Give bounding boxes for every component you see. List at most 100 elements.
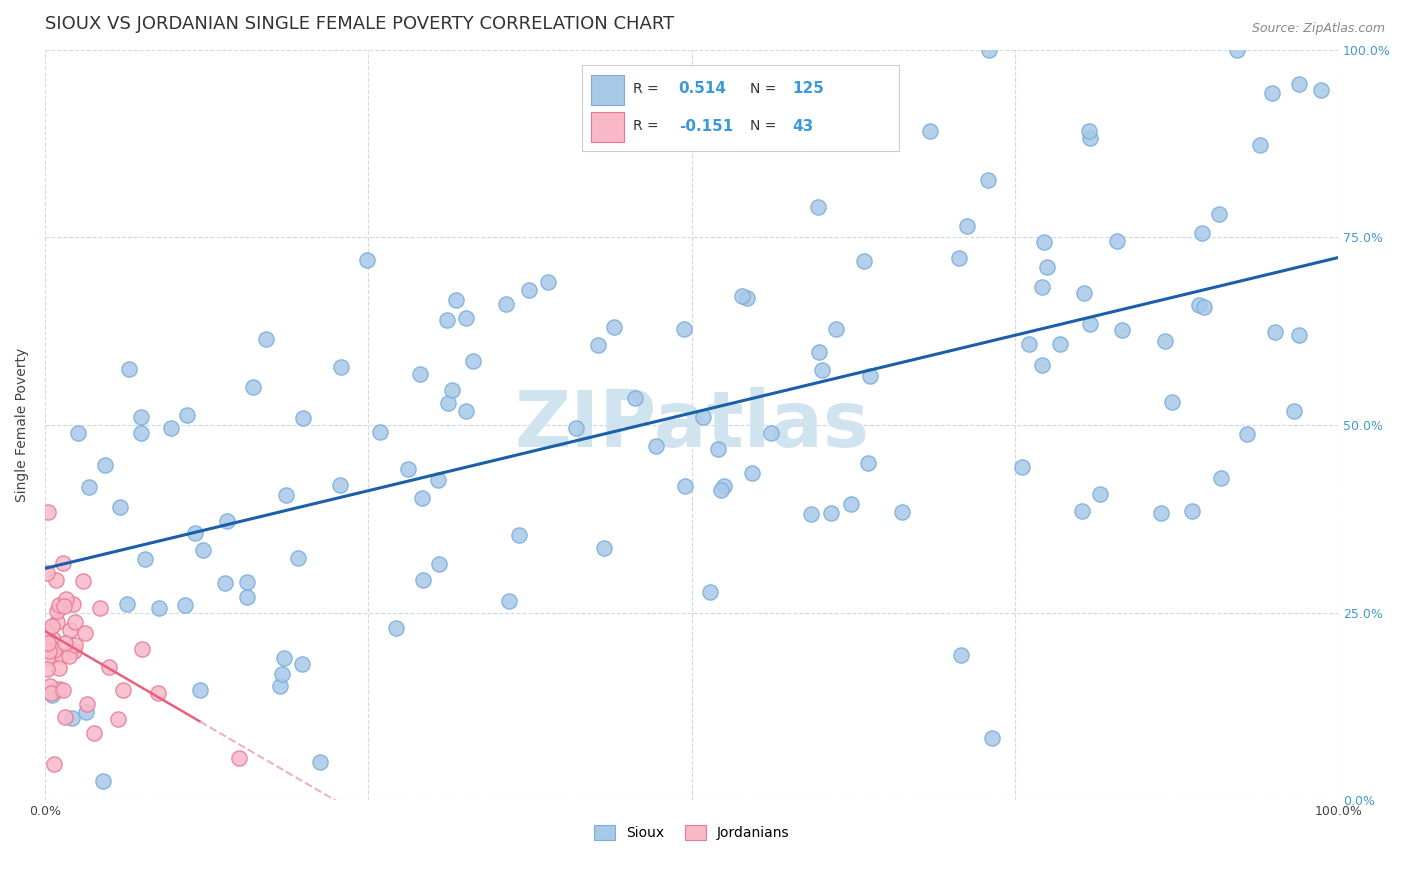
Point <box>1080 318 1102 332</box>
Point <box>385 621 408 635</box>
Point <box>94 458 117 473</box>
Point <box>75 705 97 719</box>
Point <box>184 525 207 540</box>
Point <box>63 644 86 658</box>
Point <box>948 251 970 265</box>
Point <box>129 425 152 440</box>
Point <box>1111 323 1133 337</box>
Point <box>51 683 73 698</box>
Y-axis label: Single Female Poverty: Single Female Poverty <box>15 348 30 502</box>
Point <box>759 425 782 440</box>
Point <box>1209 471 1232 485</box>
Point <box>1031 358 1053 372</box>
Point <box>1105 234 1128 248</box>
Point <box>858 368 880 383</box>
Point <box>1154 334 1177 348</box>
Point <box>956 219 979 233</box>
Point <box>603 319 626 334</box>
Text: 0.514: 0.514 <box>679 81 727 96</box>
Point <box>235 591 257 605</box>
Point <box>710 483 733 497</box>
Point <box>437 396 460 410</box>
Point <box>1236 426 1258 441</box>
Point <box>1261 86 1284 100</box>
Point <box>115 597 138 611</box>
Point <box>454 310 477 325</box>
Point <box>644 439 666 453</box>
Point <box>427 473 450 487</box>
Point <box>519 284 541 298</box>
Point <box>1078 124 1101 138</box>
Point <box>977 172 1000 186</box>
Point <box>38 679 60 693</box>
Point <box>60 711 83 725</box>
Point <box>699 585 721 599</box>
Point <box>46 615 69 629</box>
Text: N =: N = <box>749 82 776 95</box>
Point <box>1310 83 1333 97</box>
Point <box>454 404 477 418</box>
Bar <box>591 112 624 142</box>
Point <box>48 598 70 612</box>
Point <box>39 686 62 700</box>
Point <box>73 626 96 640</box>
Point <box>191 543 214 558</box>
FancyBboxPatch shape <box>582 65 898 151</box>
Point <box>537 276 560 290</box>
Text: 125: 125 <box>793 81 824 96</box>
Point <box>412 573 434 587</box>
Text: R =: R = <box>634 120 659 134</box>
Point <box>853 254 876 268</box>
Point <box>1031 279 1053 293</box>
Text: SIOUX VS JORDANIAN SINGLE FEMALE POVERTY CORRELATION CHART: SIOUX VS JORDANIAN SINGLE FEMALE POVERTY… <box>45 15 675 33</box>
Point <box>53 599 76 614</box>
Point <box>146 686 169 700</box>
Point <box>214 576 236 591</box>
Point <box>672 322 695 336</box>
Point <box>692 409 714 424</box>
Point <box>820 506 842 520</box>
Point <box>111 682 134 697</box>
Point <box>918 124 941 138</box>
Point <box>41 632 63 646</box>
Point <box>329 478 352 492</box>
Legend: Sioux, Jordanians: Sioux, Jordanians <box>588 820 794 846</box>
Point <box>93 774 115 789</box>
Point <box>44 642 66 657</box>
Point <box>1191 226 1213 240</box>
Point <box>1288 328 1310 343</box>
Point <box>856 456 879 470</box>
Point <box>1073 286 1095 301</box>
Point <box>1208 207 1230 221</box>
Point <box>63 638 86 652</box>
Point <box>42 756 65 771</box>
Point <box>72 574 94 589</box>
Point <box>329 360 352 375</box>
Point <box>51 648 73 663</box>
Point <box>368 425 391 439</box>
Point <box>62 597 84 611</box>
Point <box>37 662 59 676</box>
Point <box>134 551 156 566</box>
Point <box>807 200 830 214</box>
Point <box>1161 394 1184 409</box>
Point <box>108 500 131 515</box>
Point <box>118 362 141 376</box>
Point <box>79 480 101 494</box>
Point <box>706 442 728 457</box>
Point <box>731 289 754 303</box>
Point <box>41 689 63 703</box>
Text: -0.151: -0.151 <box>679 119 733 134</box>
Point <box>273 651 295 665</box>
Point <box>811 363 834 377</box>
Point <box>37 636 59 650</box>
Point <box>1150 507 1173 521</box>
Point <box>83 726 105 740</box>
Text: 43: 43 <box>793 119 814 134</box>
Point <box>217 514 239 528</box>
Point <box>188 682 211 697</box>
Point <box>242 380 264 394</box>
Point <box>1036 260 1059 274</box>
Point <box>1071 504 1094 518</box>
Point <box>292 410 315 425</box>
